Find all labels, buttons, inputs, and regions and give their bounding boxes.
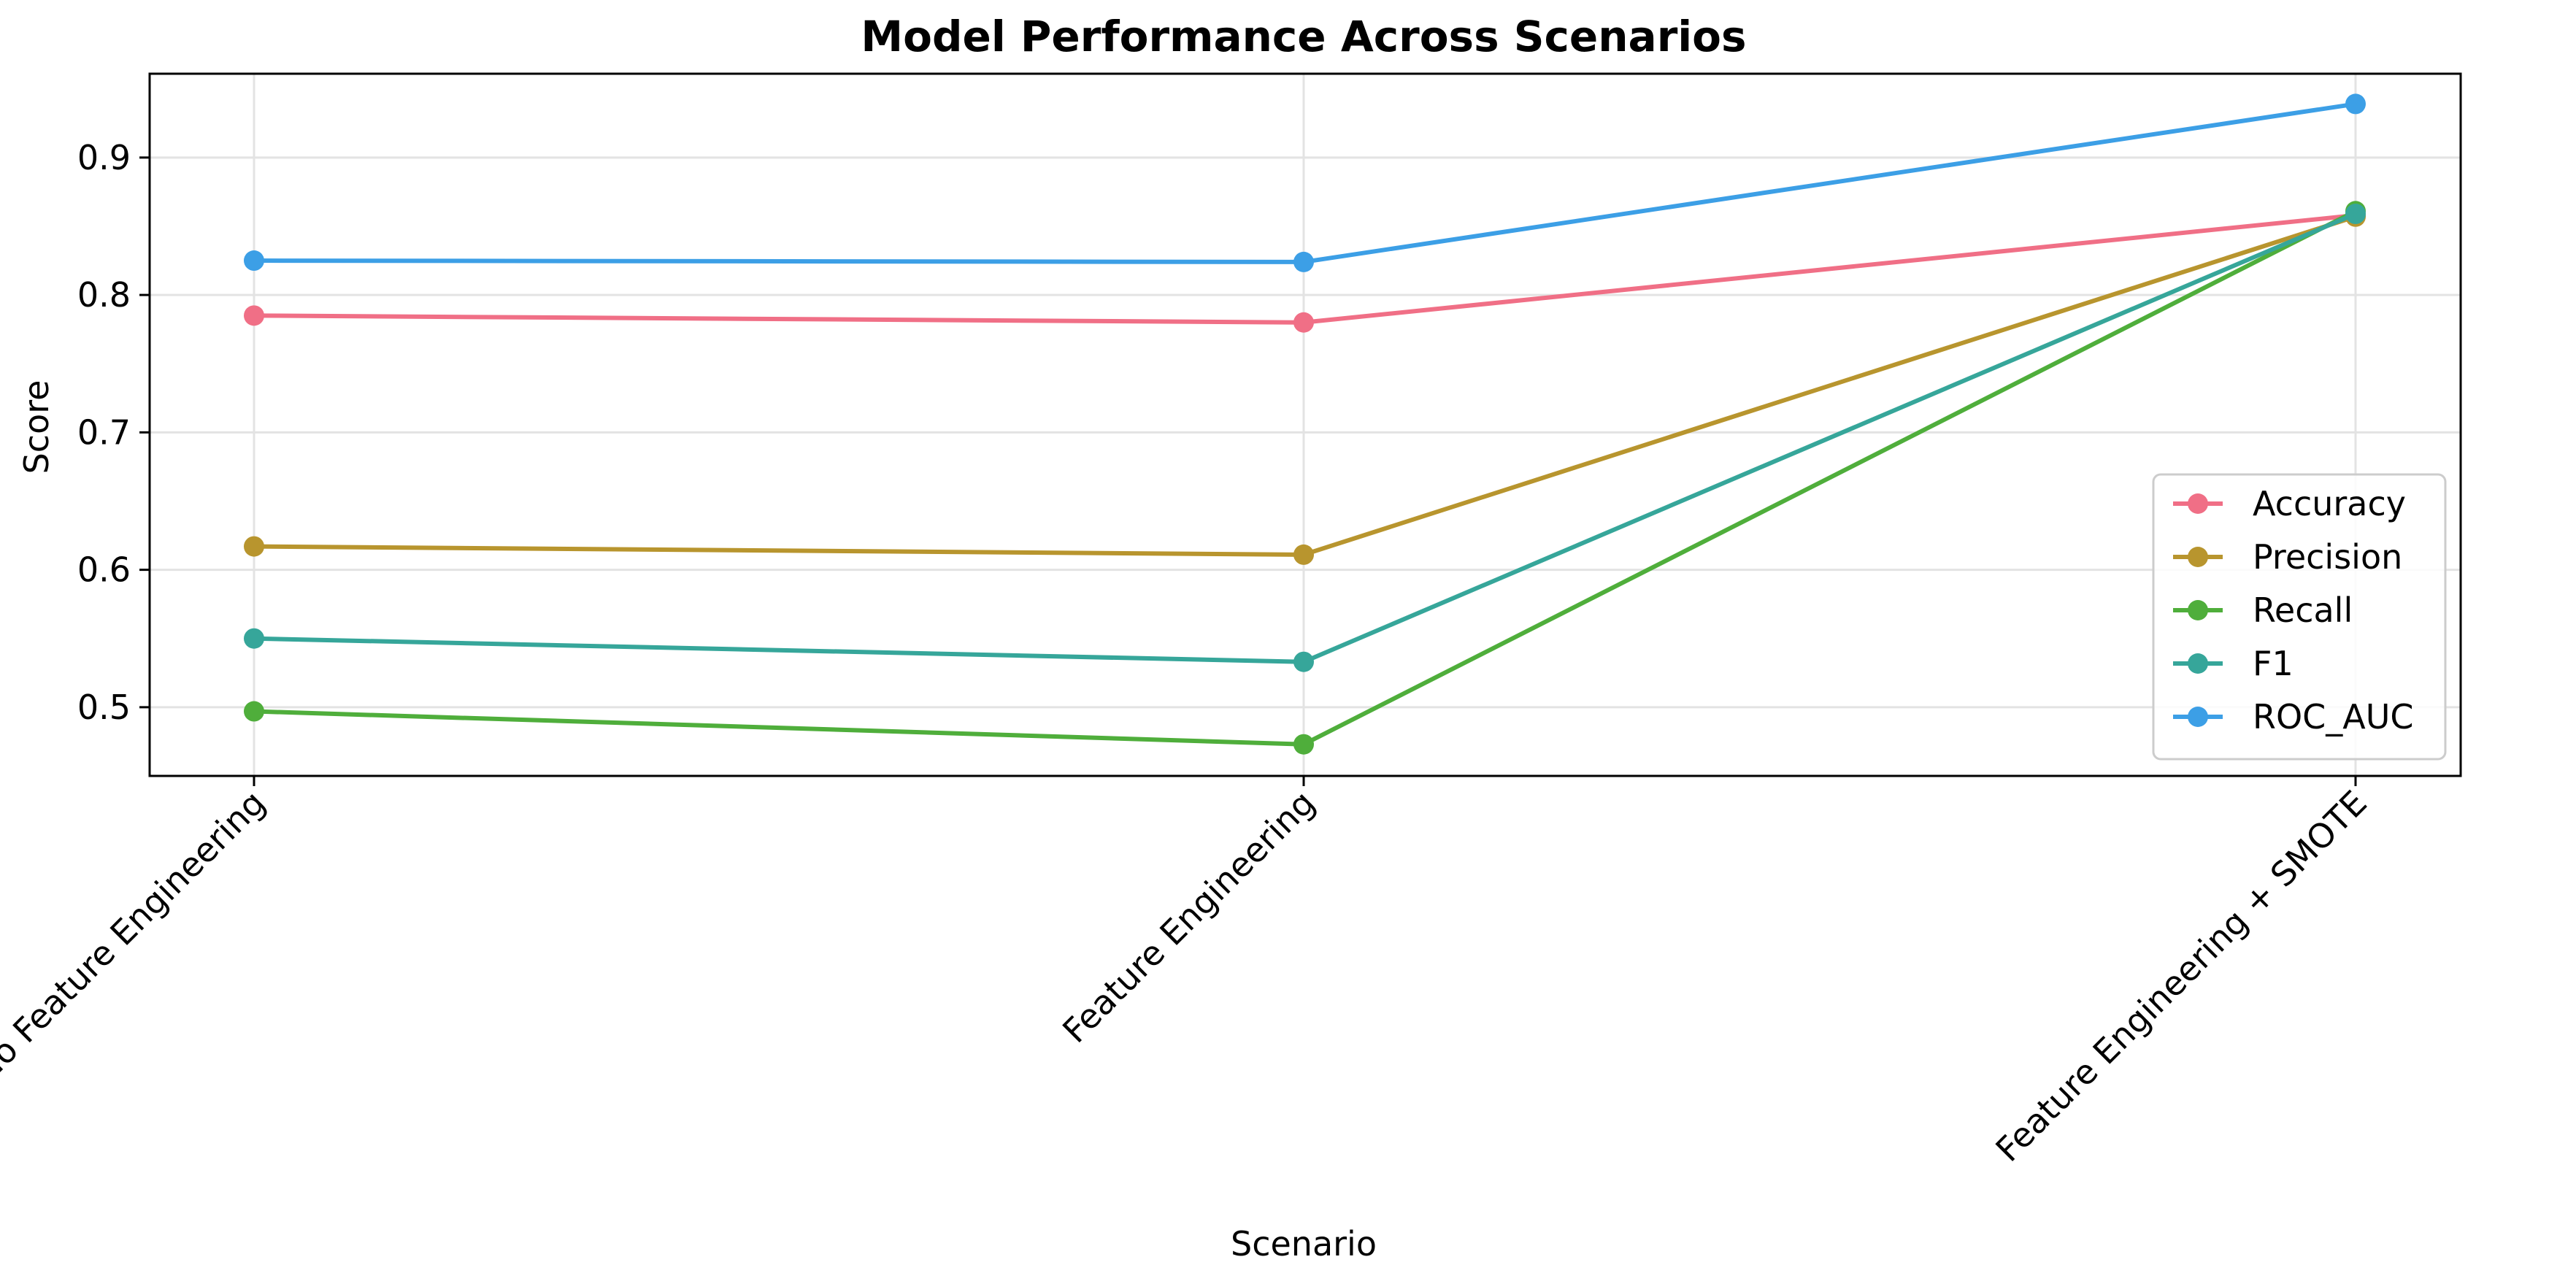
legend-swatch-marker (2188, 493, 2208, 514)
y-axis: 0.5 0.6 0.7 0.8 0.9 (77, 138, 150, 727)
data-point-roc-auc (1293, 251, 1314, 272)
y-tick-label: 0.9 (77, 138, 131, 177)
legend-label: Precision (2253, 537, 2402, 577)
legend-label: F1 (2253, 644, 2294, 683)
grid (150, 74, 2461, 776)
data-point-roc-auc (244, 250, 264, 272)
legend-label: Accuracy (2253, 484, 2406, 523)
x-axis-label: Scenario (1231, 1224, 1377, 1264)
y-tick-label: 0.6 (77, 550, 131, 590)
data-point-accuracy (1293, 312, 1314, 333)
legend-swatch-marker (2188, 600, 2208, 620)
data-point-accuracy (244, 305, 264, 326)
data-point-precision (1293, 544, 1314, 565)
y-axis-label: Score (17, 380, 56, 474)
legend-label: Recall (2253, 591, 2353, 630)
chart-title: Model Performance Across Scenarios (861, 12, 1746, 61)
y-tick-label: 0.8 (77, 275, 131, 315)
legend-label: ROC_AUC (2253, 697, 2414, 737)
legend-swatch-marker (2188, 547, 2208, 567)
legend: Accuracy Precision Recall F1 ROC_AUC (2152, 473, 2447, 761)
plot-frame (148, 72, 2462, 777)
data-point-precision (244, 536, 264, 557)
data-point-recall (1293, 734, 1314, 755)
series-layer (244, 93, 2366, 755)
legend-box (2152, 473, 2447, 761)
legend-swatch-marker (2188, 707, 2208, 727)
data-point-roc-auc (2345, 93, 2366, 115)
data-point-f1 (1293, 651, 1314, 672)
y-tick-label: 0.5 (77, 688, 131, 727)
data-point-f1 (244, 628, 264, 649)
data-point-f1 (2345, 204, 2366, 225)
data-point-recall (244, 701, 264, 722)
legend-swatch-marker (2188, 653, 2208, 674)
y-tick-label: 0.7 (77, 412, 131, 452)
